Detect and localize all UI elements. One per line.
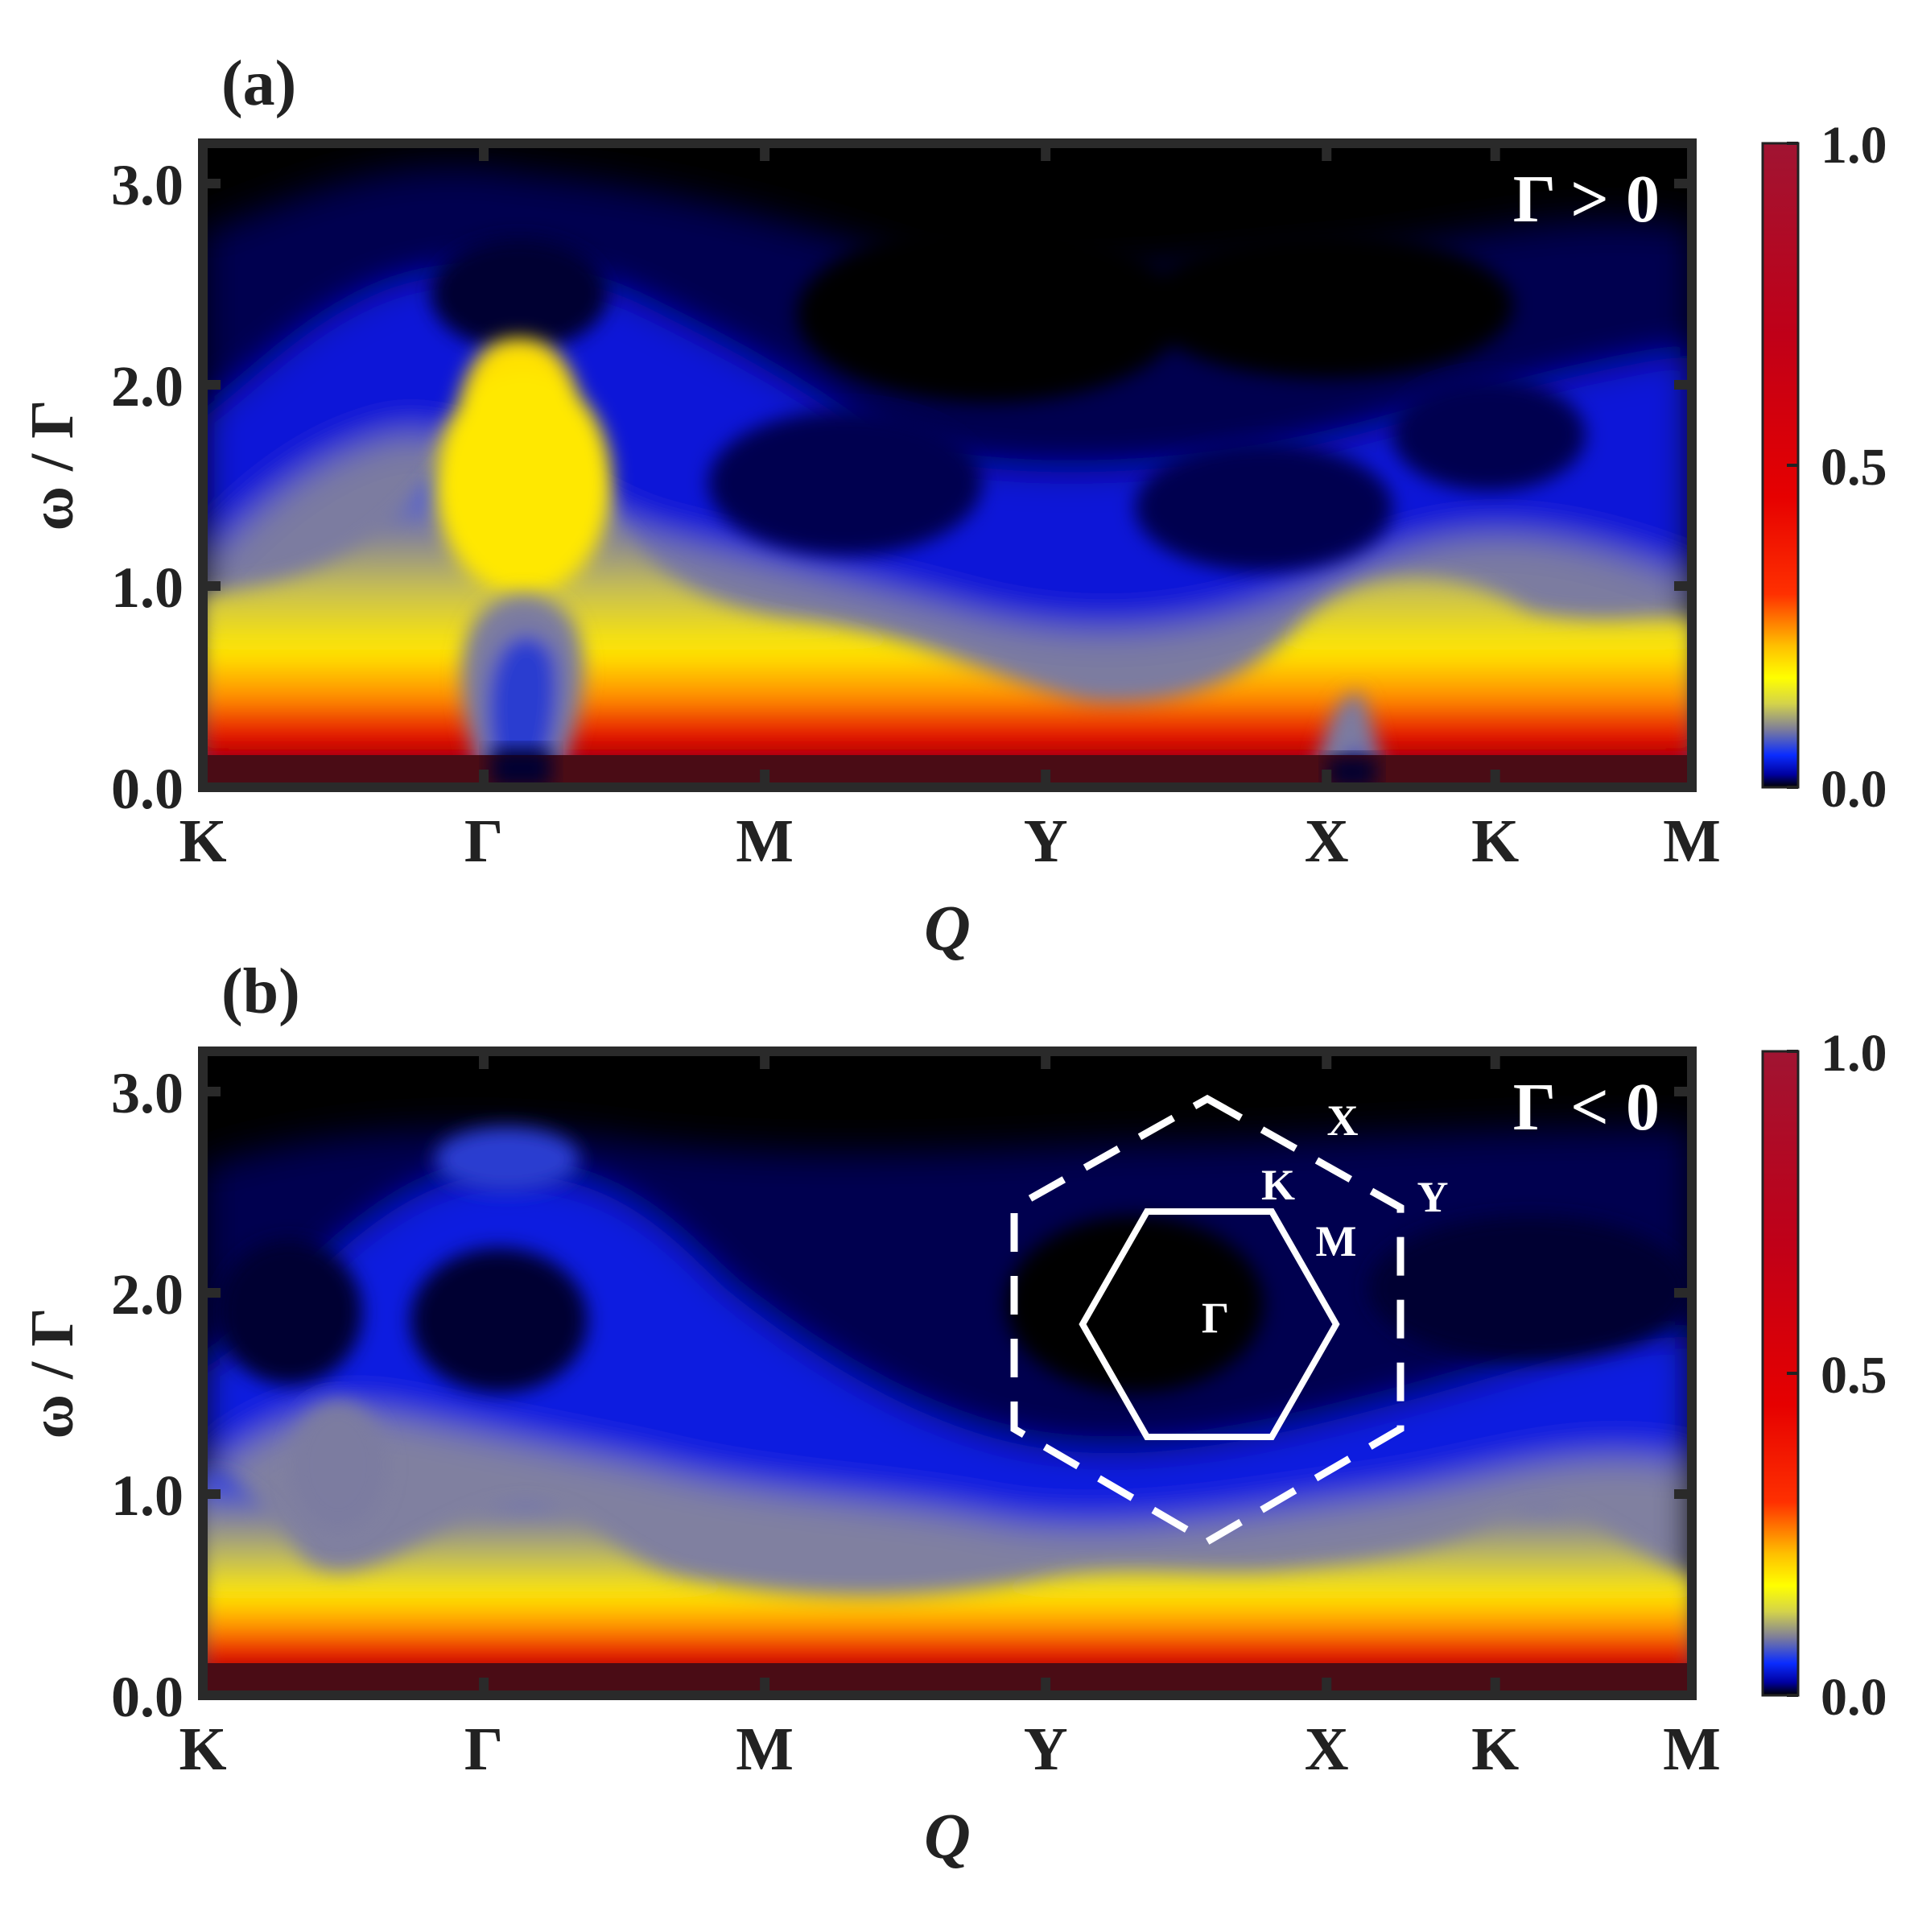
y-tick-label: 1.0 — [111, 1463, 184, 1528]
y-tick-label: 0.0 — [111, 757, 184, 821]
y-tick-label: 3.0 — [111, 1061, 184, 1125]
heatmap-b — [203, 1051, 1692, 1695]
colorbar-tick-label: 1.0 — [1821, 1024, 1887, 1083]
y-axis-label-b: ω / Γ — [19, 1307, 86, 1439]
x-tick-label: M — [736, 1715, 794, 1783]
annotation-a: Γ > 0 — [1513, 162, 1660, 237]
bz-label-y: Y — [1417, 1173, 1449, 1221]
first-brillouin-zone-hexagon — [1079, 1208, 1340, 1440]
colorbar-tick-label: 0.5 — [1821, 438, 1887, 497]
panel-label-b: (b) — [221, 956, 300, 1027]
heatmap-a — [203, 143, 1692, 787]
colorbar-tick-label: 1.0 — [1821, 116, 1887, 175]
x-tick-label: Γ — [464, 807, 503, 875]
x-tick-label: X — [1305, 1715, 1349, 1783]
y-tick-label: 2.0 — [111, 1262, 184, 1327]
colorbar-tick-label: 0.0 — [1821, 760, 1887, 819]
y-tick-label: 0.0 — [111, 1665, 184, 1729]
panel-label-a: (a) — [221, 48, 296, 119]
annotation-b: Γ < 0 — [1513, 1070, 1660, 1145]
y-tick-label: 1.0 — [111, 555, 184, 620]
colorbar-tick-label: 0.5 — [1821, 1346, 1887, 1405]
x-tick-label: K — [1471, 807, 1519, 875]
colorbar-a: 0.0 0.5 1.0 — [1761, 116, 1887, 819]
colorbar-tick-label: 0.0 — [1821, 1668, 1887, 1727]
extended-zone-hexagon — [1010, 1094, 1405, 1546]
bz-label-m: M — [1316, 1217, 1357, 1265]
plot-frame-a — [198, 138, 1697, 792]
x-tick-label: X — [1305, 807, 1349, 875]
bz-label-k: K — [1261, 1161, 1295, 1209]
x-tick-label: K — [179, 807, 226, 875]
x-axis-label-a: Q — [924, 894, 971, 964]
plot-frame-b — [198, 1046, 1697, 1700]
y-tick-label: 3.0 — [111, 153, 184, 217]
x-tick-label: Γ — [464, 1715, 503, 1783]
x-tick-label: K — [179, 1715, 226, 1783]
colorbar-b: 0.0 0.5 1.0 — [1761, 1024, 1887, 1727]
y-tick-label: 2.0 — [111, 354, 184, 419]
x-tick-label: K — [1471, 1715, 1519, 1783]
x-tick-label: M — [1663, 807, 1721, 875]
bz-label-x: X — [1327, 1096, 1359, 1145]
x-tick-label: M — [1663, 1715, 1721, 1783]
panel-a: K Γ M Y X K M 0.0 1.0 2.0 3.0 (a) Γ > 0 Q ω / Γ 0… — [19, 48, 1887, 964]
x-tick-label: Y — [1024, 807, 1068, 875]
y-ticks-b: 0.0 1.0 2.0 3.0 — [111, 1061, 1692, 1729]
y-ticks-a: 0.0 1.0 2.0 3.0 — [111, 153, 1692, 821]
bz-label-gamma: Γ — [1202, 1294, 1229, 1342]
y-axis-label-a: ω / Γ — [19, 399, 86, 530]
x-tick-label: Y — [1024, 1715, 1068, 1783]
x-tick-label: M — [736, 807, 794, 875]
x-axis-label-b: Q — [924, 1802, 971, 1872]
brillouin-zone-inset: Γ M K X Y — [1010, 1094, 1449, 1546]
